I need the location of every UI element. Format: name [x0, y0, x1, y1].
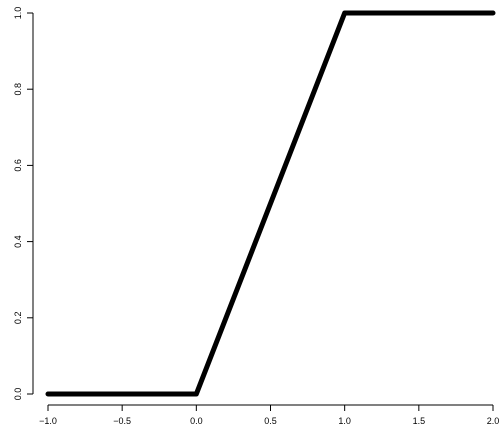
y-tick-label: 0.8: [13, 83, 23, 96]
x-tick-label: 1.0: [338, 416, 351, 426]
y-tick-label: 0.0: [13, 388, 23, 401]
axes: −1.0 −0.5 0.0 0.5 1.0 1.5 2.0 0.0 0.2 0.4 0.6 0.8 1.…: [13, 7, 499, 426]
y-tick-label: 0.4: [13, 235, 23, 248]
y-tick-label: 0.2: [13, 312, 23, 325]
series-line: [45, 10, 496, 397]
x-tick-label: −1.0: [39, 416, 57, 426]
y-tick-label: 1.0: [13, 7, 23, 20]
x-tick-label: 0.0: [190, 416, 203, 426]
x-tick-label: 2.0: [487, 416, 500, 426]
x-tick-label: −0.5: [113, 416, 131, 426]
x-tick-label: 0.5: [264, 416, 277, 426]
y-tick-label: 0.6: [13, 159, 23, 172]
x-tick-label: 1.5: [413, 416, 426, 426]
series-layer: [45, 10, 496, 397]
